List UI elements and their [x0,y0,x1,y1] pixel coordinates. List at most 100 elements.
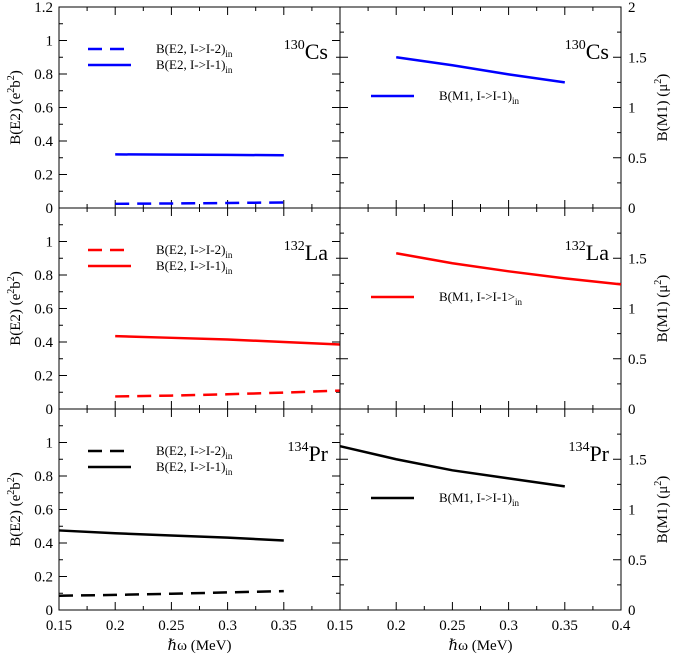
legend-label: B(E2, I->I-1)in [156,258,233,276]
y-axis-label-part: 2 [6,75,17,80]
y-axis-label-part: 2 [6,289,17,294]
y-tick-label: 0 [628,201,636,217]
panel-top-left: 00.20.40.60.811.2B(E2) (e2b2)130CsB(E2, … [6,0,341,217]
legend-label-sub: in [225,467,233,477]
y-tick-label: 1.2 [34,0,53,16]
y-tick-label: 0.6 [34,503,53,519]
nucleus-symbol: Cs [586,39,609,64]
y-axis-label: B(E2) (e2b2) [6,70,24,145]
x-tick-label: 0.25 [158,618,184,634]
legend-label-main: B(E2, I->I-1) [156,258,225,273]
legend-label-sub: in [225,266,233,276]
y-axis-label-part: B(M1) (μ [655,285,671,343]
nucleus-mass: 134 [287,440,308,455]
y-axis-label-part: ) [655,275,671,280]
panel-bottom-right: 0.15 0.2 0.25 0.3 0.35 0.40 0.5 1 1.5 B(M1) (μ2) ℏ… [327,408,671,654]
series-line [395,251,622,286]
y-tick-label: 1 [628,503,636,519]
legend-label-main: B(E2, I->I-2) [156,242,225,257]
y-axis-label: B(M1) (μ2) [653,74,671,142]
x-axis-label: ℏω (MeV) [167,638,231,654]
y-tick-label: 0.5 [628,553,647,569]
legend-label-main: B(E2, I->I-2) [156,443,225,458]
y-tick-label: 0.6 [34,302,53,318]
panel-bottom-left: 0.15 0.2 0.25 0.3 0.35 0 0.2 0.4 0.6 0.8 1 B(E2) (e… [6,408,341,654]
nucleus-label: 130Cs [565,38,609,64]
y-tick-label: 1.5 [628,50,647,66]
nucleus-mass: 132 [565,239,586,254]
nucleus-label: 134Pr [568,440,609,466]
y-axis-label-part: ) [655,476,671,481]
legend-label: B(E2, I->I-1)in [156,459,233,477]
y-tick-label: 0.8 [34,469,53,485]
legend-label: B(M1, I->I-1>in [439,289,523,307]
y-tick-label: 0.8 [34,67,53,83]
legend-label: B(E2, I->I-2)in [156,443,233,461]
y-tick-label: 1 [46,34,54,50]
legend-label-main: B(M1, I->I-1) [439,88,512,103]
x-tick-label: 0.3 [218,618,237,634]
y-tick-label: 0.5 [628,151,647,167]
y-axis-label-part: B(M1) (μ [655,486,671,544]
x-tick-label: 0.35 [271,618,297,634]
y-axis-label-part: ) [8,271,24,276]
y-axis-label-part: 2 [6,88,17,93]
panel-top-right: 0 0.5 1 1.5 2 B(M1) (μ2) 130Cs B(M1, I->I-1)in [339,0,671,217]
legend-label-sub: in [225,451,233,461]
y-axis-label: B(E2) (e2b2) [6,271,24,346]
series-line [339,444,565,488]
y-tick-label: 1.5 [628,251,647,267]
x-tick-label: 0.15 [327,618,353,634]
x-tick-label: 0.4 [612,618,631,634]
y-tick-label: 0.5 [628,352,647,368]
legend-label: B(M1, I->I-1)in [439,88,520,106]
y-axis-label-part: B(E2) (e [8,293,24,345]
series-line [115,389,341,398]
legend-label-sub: in [515,297,523,307]
panel-middle-right: 0 0.5 1 1.5 B(M1) (μ2) 132La B(M1, I->I-1>in [339,207,671,418]
y-tick-label: 1 [46,436,54,452]
y-axis-label-part: ) [8,70,24,75]
x-tick-label: 0.3 [499,618,518,634]
y-tick-label: 0.2 [34,369,53,385]
y-tick-label: 1 [46,235,54,251]
nucleus-symbol: Pr [308,441,328,466]
y-axis-label: B(M1) (μ2) [653,275,671,343]
y-axis-label-part: b [8,80,24,88]
y-tick-label: 0 [628,402,636,418]
legend-label: B(M1, I->I-1)in [439,490,520,508]
series-line [58,589,284,598]
y-axis-label-part: B(E2) (e [8,92,24,144]
series-line [115,153,284,157]
y-tick-label: 0 [46,603,54,619]
y-tick-label: 0 [46,402,54,418]
nucleus-symbol: La [586,240,609,265]
legend-label: B(E2, I->I-2)in [156,41,233,59]
y-tick-label: 0.8 [34,268,53,284]
series-line [115,334,341,346]
y-tick-label: 1.5 [628,452,647,468]
y-tick-label: 0.4 [34,134,53,150]
series-line [58,529,284,542]
y-axis-label-part: ) [8,472,24,477]
nucleus-mass: 134 [568,440,589,455]
y-tick-label: 1 [628,101,636,117]
legend-label-sub: in [225,65,233,75]
nucleus-label: 132La [565,239,609,265]
y-axis-label: B(M1) (μ2) [653,476,671,544]
nucleus-label: 134Pr [287,440,328,466]
y-tick-label: 2 [628,0,636,16]
legend-label-main: B(E2, I->I-1) [156,57,225,72]
y-axis-label-part: 2 [6,490,17,495]
nucleus-mass: 132 [284,239,305,254]
legend-label-sub: in [512,498,520,508]
y-axis-label-part: 2 [653,481,664,486]
legend-label-sub: in [225,49,233,59]
y-tick-label: 0 [46,201,54,217]
x-axis-label: ℏω (MeV) [448,638,512,654]
y-axis-label-part: B(M1) (μ [655,84,671,142]
y-tick-label: 0.2 [34,168,53,184]
series-line [115,201,284,206]
nucleus-symbol: La [305,240,328,265]
